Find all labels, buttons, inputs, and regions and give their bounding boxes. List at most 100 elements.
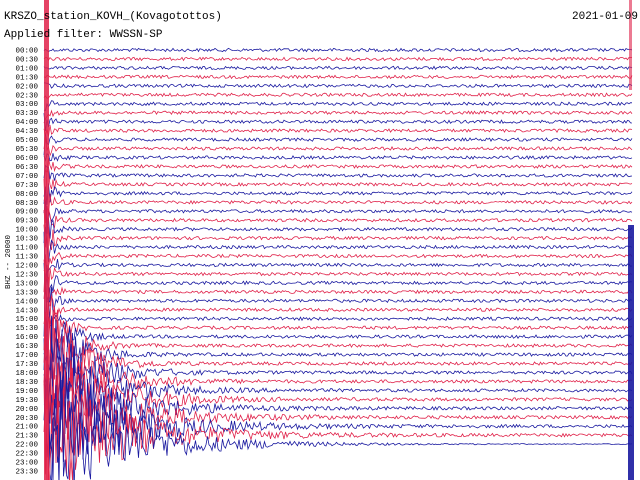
time-label: 03:30 xyxy=(15,110,38,118)
trace xyxy=(43,109,633,124)
time-label: 17:00 xyxy=(15,352,38,360)
time-label: 03:00 xyxy=(15,101,38,109)
trace xyxy=(43,352,633,463)
time-labels: 00:0000:3001:0001:3002:0002:3003:0003:30… xyxy=(15,48,38,477)
trace xyxy=(43,320,633,427)
trace xyxy=(43,200,633,239)
time-label: 20:30 xyxy=(15,415,38,423)
time-label: 08:30 xyxy=(15,200,38,208)
time-label: 13:30 xyxy=(15,289,38,297)
time-label: 07:30 xyxy=(15,182,38,190)
trace xyxy=(43,313,633,424)
trace xyxy=(43,169,633,206)
time-label: 15:30 xyxy=(15,325,38,333)
trace xyxy=(43,164,633,181)
time-label: 01:00 xyxy=(15,65,38,73)
trace xyxy=(43,251,633,293)
trace xyxy=(43,183,633,205)
trace xyxy=(43,188,633,231)
trace xyxy=(43,208,633,248)
time-label: 14:00 xyxy=(15,298,38,306)
trace xyxy=(43,56,633,62)
time-label: 12:00 xyxy=(15,262,38,270)
trace xyxy=(43,306,633,344)
time-label: 22:30 xyxy=(15,451,38,459)
time-label: 12:30 xyxy=(15,271,38,279)
traces xyxy=(43,0,634,480)
time-label: 05:30 xyxy=(15,146,38,154)
filter-label: Applied filter: WWSSN-SP xyxy=(4,29,163,41)
time-label: 04:00 xyxy=(15,119,38,127)
time-label: 19:30 xyxy=(15,397,38,405)
time-label: 21:00 xyxy=(15,424,38,432)
time-label: 10:30 xyxy=(15,236,38,244)
time-label: 05:00 xyxy=(15,137,38,145)
trace xyxy=(43,100,633,111)
trace xyxy=(43,379,633,480)
trace xyxy=(43,266,633,299)
time-label: 02:00 xyxy=(15,83,38,91)
time-label: 07:00 xyxy=(15,173,38,181)
trace xyxy=(43,270,633,307)
time-label: 14:30 xyxy=(15,307,38,315)
time-label: 06:00 xyxy=(15,155,38,163)
trace xyxy=(43,136,633,157)
trace xyxy=(43,179,633,224)
time-label: 20:00 xyxy=(15,406,38,414)
trace xyxy=(43,209,633,251)
time-label: 01:30 xyxy=(15,74,38,82)
trace xyxy=(43,315,633,412)
trace xyxy=(43,275,633,337)
trace xyxy=(43,65,633,71)
trace xyxy=(43,259,633,320)
time-label: 21:30 xyxy=(15,433,38,441)
station-title: KRSZO_station_KOVH_(Kovagotottos) xyxy=(4,11,222,23)
trace xyxy=(43,113,633,132)
edge-trace-top xyxy=(629,0,632,90)
trace xyxy=(43,336,633,448)
time-label: 09:30 xyxy=(15,218,38,226)
date: 2021-01-09 xyxy=(572,11,638,23)
trace xyxy=(43,134,633,156)
time-label: 17:30 xyxy=(15,361,38,369)
time-label: 08:00 xyxy=(15,191,38,199)
time-label: 04:30 xyxy=(15,128,38,136)
time-label: 00:00 xyxy=(15,48,38,56)
trace xyxy=(43,321,633,383)
time-label: 16:00 xyxy=(15,334,38,342)
time-label: 06:30 xyxy=(15,164,38,172)
time-label: 02:30 xyxy=(15,92,38,100)
trace xyxy=(43,153,633,162)
time-label: 23:00 xyxy=(15,460,38,468)
trace xyxy=(43,158,633,180)
trace xyxy=(43,309,633,389)
trace xyxy=(43,74,633,80)
trace xyxy=(43,387,633,480)
time-label: 10:00 xyxy=(15,227,38,235)
time-label: 23:30 xyxy=(15,469,38,477)
channel-label: BHZ -- 20000 xyxy=(5,234,13,289)
time-label: 18:00 xyxy=(15,370,38,378)
trace xyxy=(43,315,633,403)
trace xyxy=(43,124,633,137)
time-label: 22:00 xyxy=(15,442,38,450)
time-label: 15:00 xyxy=(15,316,38,324)
trace xyxy=(43,231,633,294)
trace xyxy=(43,226,633,262)
trace xyxy=(43,47,633,53)
edge-trace xyxy=(628,225,634,480)
time-label: 18:30 xyxy=(15,379,38,387)
trace xyxy=(43,262,633,303)
trace xyxy=(43,296,633,371)
time-label: 09:00 xyxy=(15,209,38,217)
trace xyxy=(43,92,633,99)
trace xyxy=(43,82,633,89)
trace xyxy=(43,375,633,480)
event-spike xyxy=(44,0,49,480)
time-label: 00:30 xyxy=(15,56,38,64)
trace xyxy=(43,360,633,480)
time-label: 11:30 xyxy=(15,254,38,262)
time-label: 13:00 xyxy=(15,280,38,288)
